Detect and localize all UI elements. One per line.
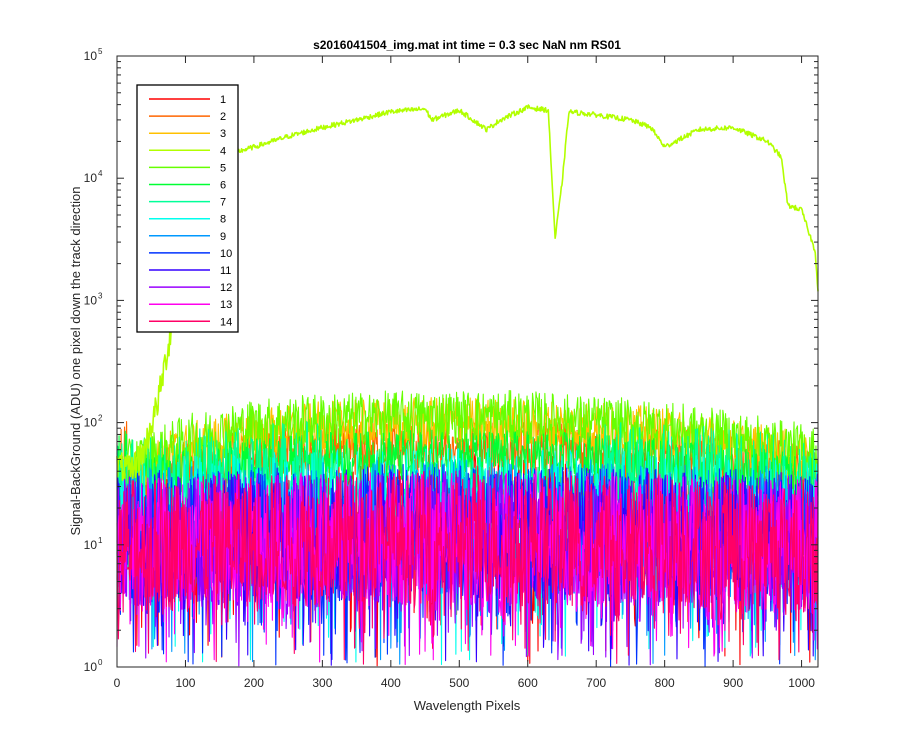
series-line-14 <box>116 470 819 665</box>
x-tick-label: 600 <box>518 676 538 690</box>
chart-title: s2016041504_img.mat int time = 0.3 sec N… <box>313 38 621 52</box>
plot-frame <box>116 55 819 668</box>
x-tick-label: 300 <box>312 676 332 690</box>
legend-label-5: 5 <box>220 162 226 174</box>
legend-label-10: 10 <box>220 248 232 260</box>
legend-label-12: 12 <box>220 282 232 294</box>
x-tick-label: 400 <box>381 676 401 690</box>
y-tick-exponent: 0 <box>98 658 103 667</box>
y-tick-label: 10 <box>84 416 98 430</box>
legend-box <box>136 84 239 333</box>
y-tick-exponent: 1 <box>98 536 103 545</box>
y-tick-label: 10 <box>84 293 98 307</box>
x-tick-label: 0 <box>114 676 121 690</box>
series-layer <box>116 104 819 668</box>
x-tick-label: 200 <box>244 676 264 690</box>
y-tick-exponent: 5 <box>98 47 103 56</box>
y-tick-exponent: 4 <box>98 169 103 178</box>
legend-label-7: 7 <box>220 197 226 209</box>
y-tick-label: 10 <box>84 660 98 674</box>
legend-label-2: 2 <box>220 111 226 123</box>
legend-label-14: 14 <box>220 316 232 328</box>
x-tick-label: 900 <box>723 676 743 690</box>
legend-label-13: 13 <box>220 299 232 311</box>
y-axis-label: Signal-BackGround (ADU) one pixel down t… <box>68 186 83 535</box>
x-tick-label: 100 <box>175 676 195 690</box>
series-line-5 <box>116 389 819 490</box>
x-tick-label: 700 <box>586 676 606 690</box>
legend-label-4: 4 <box>220 145 226 157</box>
x-tick-label: 1000 <box>788 676 815 690</box>
legend-label-11: 11 <box>220 265 231 277</box>
y-tick-exponent: 3 <box>98 291 103 300</box>
y-tick-label: 10 <box>84 171 98 185</box>
legend-label-6: 6 <box>220 180 226 192</box>
x-tick-label: 800 <box>655 676 675 690</box>
y-tick-label: 10 <box>84 49 98 63</box>
x-axis-label: Wavelength Pixels <box>414 698 521 713</box>
x-tick-label: 500 <box>449 676 469 690</box>
legend-label-8: 8 <box>220 214 226 226</box>
legend-label-9: 9 <box>220 231 226 243</box>
y-tick-label: 10 <box>84 538 98 552</box>
y-tick-exponent: 2 <box>98 414 103 423</box>
legend-label-3: 3 <box>220 128 226 140</box>
legend-label-1: 1 <box>220 94 226 106</box>
